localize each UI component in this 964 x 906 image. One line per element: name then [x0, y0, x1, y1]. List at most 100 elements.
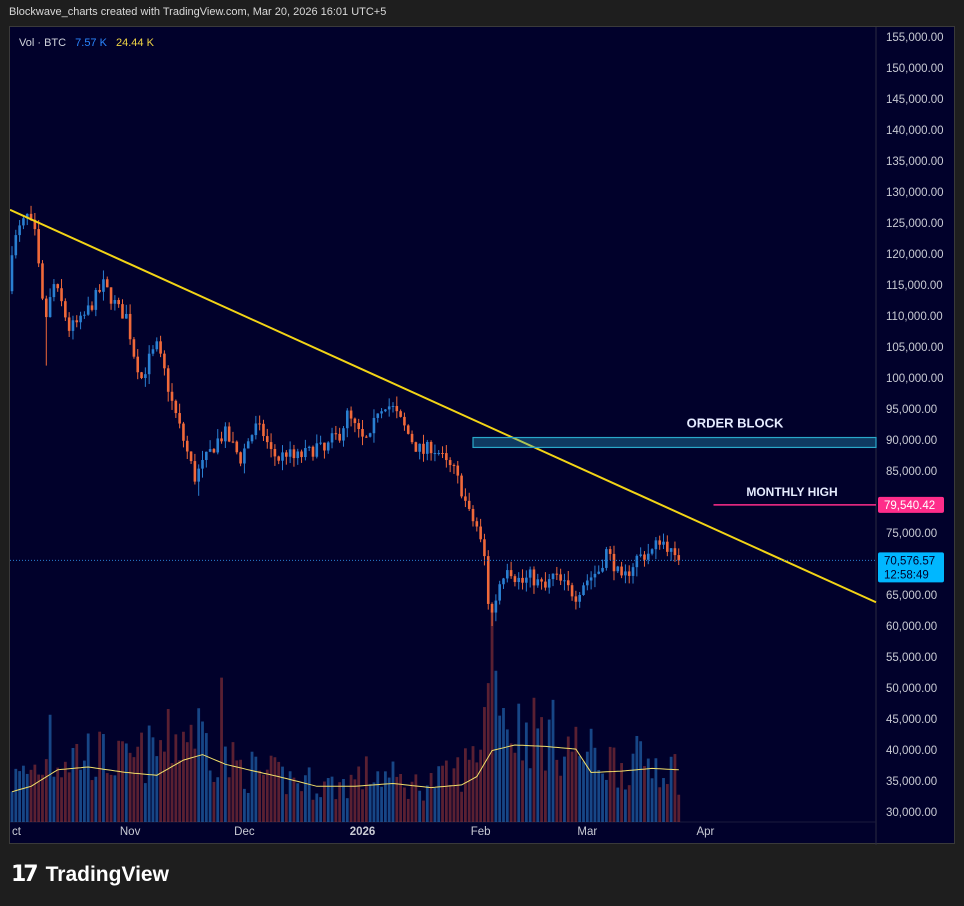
- candle-body: [224, 426, 227, 442]
- candle-body: [170, 391, 174, 401]
- y-tick-label: 55,000.00: [886, 652, 937, 664]
- candle-body: [620, 566, 623, 576]
- y-tick-label: 120,000.00: [886, 249, 944, 261]
- volume-bar: [639, 741, 643, 822]
- volume-bar: [174, 734, 178, 822]
- vol-legend-value-1: 7.57 K: [75, 37, 107, 49]
- candle-body: [532, 569, 536, 586]
- candle-body: [304, 448, 307, 458]
- price-chart[interactable]: ORDER BLOCK MONTHLY HIGH 155,000.00 150,0…: [10, 27, 956, 845]
- candle-body: [117, 300, 120, 305]
- volume-bar: [399, 773, 403, 822]
- volume-bar: [593, 747, 597, 822]
- candle-body: [292, 449, 296, 459]
- volume-bar: [467, 759, 471, 822]
- y-tick-label: 75,000.00: [886, 528, 937, 540]
- candle-body: [288, 449, 292, 457]
- volume-bar: [635, 735, 639, 822]
- candle-body: [311, 446, 315, 457]
- volume-bar: [220, 677, 223, 822]
- volume-bar: [582, 761, 585, 822]
- candle-body: [448, 460, 452, 466]
- candle-body: [174, 400, 178, 414]
- candle-body: [624, 571, 627, 576]
- volume-bar: [63, 761, 67, 822]
- x-tick-label: ct: [12, 826, 22, 838]
- monthly-high-label: MONTHLY HIGH: [746, 485, 837, 499]
- candle-body: [635, 555, 639, 568]
- candle-body: [90, 305, 94, 310]
- candle-body: [33, 219, 37, 230]
- candle-body: [403, 416, 406, 426]
- candle-body: [376, 413, 380, 418]
- candle-body: [555, 573, 559, 575]
- volume-bar: [616, 787, 620, 822]
- candle-body: [64, 301, 67, 318]
- candle-body: [296, 451, 300, 459]
- y-tick-label: 125,000.00: [886, 218, 944, 230]
- candle-body: [528, 569, 532, 578]
- candle-body: [201, 459, 204, 469]
- volume-bar: [212, 781, 216, 822]
- candle-body: [273, 448, 277, 457]
- candle-body: [10, 255, 14, 292]
- vol-legend-value-2: 24.44 K: [116, 37, 155, 49]
- candle-body: [418, 443, 421, 452]
- candle-body: [414, 442, 418, 452]
- chart-frame[interactable]: ORDER BLOCK MONTHLY HIGH 155,000.00 150,0…: [9, 26, 956, 845]
- candle-body: [125, 313, 128, 319]
- volume-bar: [269, 755, 273, 822]
- candle-body: [646, 553, 650, 560]
- candle-body: [136, 356, 140, 373]
- candle-body: [60, 288, 63, 302]
- candle-body: [589, 577, 593, 581]
- candle-body: [14, 235, 18, 256]
- volume-bar: [418, 790, 422, 822]
- volume-bar: [502, 708, 505, 822]
- volume-bar: [654, 758, 658, 822]
- volume-bar: [246, 792, 250, 822]
- candle-body: [269, 442, 273, 449]
- volume-bar: [479, 749, 483, 822]
- candle-body: [67, 317, 71, 331]
- volume-bar: [540, 717, 543, 822]
- candle-body: [368, 433, 372, 437]
- candle-body: [471, 508, 475, 522]
- volume-bar: [151, 737, 155, 822]
- volume-bar: [505, 729, 509, 822]
- volume-bar: [113, 775, 117, 822]
- candle-body: [265, 436, 269, 443]
- candle-body: [220, 438, 223, 442]
- volume-bar: [509, 743, 513, 822]
- tradingview-logo[interactable]: 17 TradingView: [11, 862, 169, 887]
- candle-body: [616, 566, 620, 572]
- candle-body: [205, 451, 208, 460]
- candles: [10, 205, 681, 626]
- candle-body: [422, 443, 425, 454]
- candle-body: [315, 443, 319, 457]
- candle-body: [193, 461, 197, 482]
- candle-body: [109, 287, 113, 304]
- volume-bar: [597, 770, 601, 822]
- volume-bar: [44, 759, 48, 822]
- volume-bar: [239, 759, 242, 822]
- candle-body: [353, 418, 357, 424]
- volume-bar: [532, 697, 536, 822]
- y-tick-label: 115,000.00: [886, 280, 943, 292]
- candle-body: [216, 438, 220, 453]
- candle-body: [540, 579, 543, 582]
- candle-body: [513, 576, 517, 583]
- y-tick-label: 140,000.00: [886, 125, 944, 137]
- x-tick-label: Apr: [696, 826, 714, 838]
- candle-body: [338, 433, 341, 441]
- candle-body: [452, 465, 456, 467]
- volume-bar: [643, 766, 646, 822]
- volume-bar: [94, 776, 98, 822]
- candle-body: [498, 584, 501, 601]
- candle-body: [185, 440, 189, 452]
- volume-bar: [105, 773, 109, 822]
- candle-body: [479, 526, 482, 540]
- volume-bar: [574, 726, 578, 822]
- tradingview-brand: TradingView: [45, 862, 169, 886]
- y-tick-label: 50,000.00: [886, 683, 937, 695]
